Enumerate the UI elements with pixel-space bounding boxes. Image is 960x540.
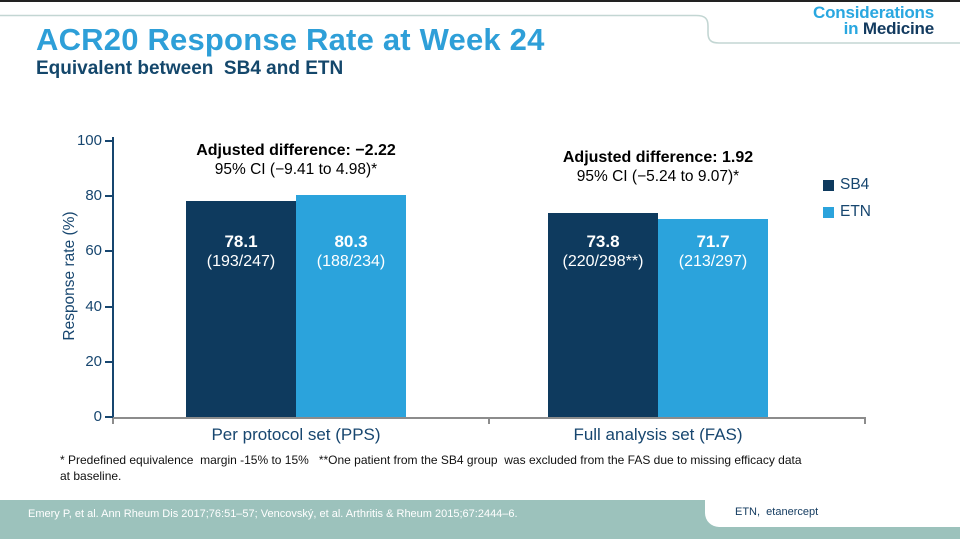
y-tick-mark-100: [105, 140, 113, 142]
bar-value: 78.1: [224, 231, 258, 251]
annotation-fas-ci: 95% CI (−5.24 to 9.07)*: [576, 168, 740, 185]
logo-medicine: Medicine: [862, 19, 934, 38]
considerations-in-medicine-logo: Considerations in Medicine: [813, 3, 935, 38]
logo-in: in: [843, 19, 863, 38]
x-axis-tick: [864, 417, 866, 424]
bar-fraction: (213/297): [678, 252, 748, 270]
bar-fraction: (220/298**): [562, 252, 644, 270]
top-edge-line: [0, 0, 960, 2]
legend-label-etn: ETN: [840, 203, 871, 220]
bar-sb4-0: 78.1 (193/247): [186, 201, 296, 417]
annotation-pps-ci: 95% CI (−9.41 to 4.98)*: [214, 161, 378, 178]
logo-line2: in Medicine: [813, 19, 935, 38]
abbreviation-text: ETN, etanercept: [735, 506, 819, 518]
y-tick-label-80: 80: [85, 187, 102, 205]
annotation-fas: Adjusted difference: 1.92 95% CI (−5.24 …: [508, 148, 808, 186]
y-axis-line: [112, 137, 114, 418]
y-tick-label-0: 0: [93, 408, 102, 425]
reference-citation: Emery P, et al. Ann Rheum Dis 2017;76:51…: [28, 508, 518, 520]
annotation-pps: Adjusted difference: −2.22 95% CI (−9.41…: [146, 141, 446, 179]
legend-item-etn: ETN: [823, 203, 871, 221]
abbreviation-box: ETN, etanercept: [705, 497, 960, 527]
y-tick-label-60: 60: [85, 242, 102, 260]
y-tick-mark-0: [105, 416, 113, 418]
y-tick-mark-40: [105, 305, 113, 308]
category-label-fas: Full analysis set (FAS): [573, 425, 743, 444]
logo-line1: Considerations: [813, 3, 934, 22]
bar-value-label: 71.7 (213/297): [658, 231, 768, 272]
bar-fraction: (193/247): [206, 252, 276, 270]
page-subtitle: Equivalent between SB4 and ETN: [36, 58, 344, 79]
annotation-pps-difference: Adjusted difference: −2.22: [196, 142, 396, 159]
y-tick-label-100: 100: [76, 132, 102, 149]
legend-swatch-sb4: [823, 179, 834, 191]
bar-value-label: 78.1 (193/247): [186, 231, 296, 272]
annotation-fas-difference: Adjusted difference: 1.92: [562, 149, 754, 166]
y-axis-label: Response rate (%): [61, 211, 78, 341]
y-tick-mark-20: [105, 360, 113, 363]
x-axis-tick: [488, 417, 490, 424]
bar-etn-0: 80.3 (188/234): [296, 195, 406, 417]
y-tick-label-20: 20: [85, 352, 102, 370]
page-title: ACR20 Response Rate at Week 24: [36, 22, 545, 57]
y-tick-mark-80: [105, 195, 113, 198]
chart-legend: SB4 ETN: [823, 176, 871, 230]
legend-swatch-etn: [823, 206, 834, 218]
bar-sb4-1: 73.8 (220/298**): [548, 213, 658, 417]
bar-value-label: 73.8 (220/298**): [548, 231, 658, 272]
footnote: * Predefined equivalence margin -15% to …: [60, 453, 802, 483]
logo-considerations: Considerations: [813, 3, 934, 22]
legend-item-sb4: SB4: [823, 176, 871, 194]
category-label-pps: Per protocol set (PPS): [211, 425, 381, 444]
bar-fraction: (188/234): [316, 252, 386, 270]
bar-value: 71.7: [696, 231, 730, 251]
bar-value: 73.8: [586, 231, 620, 251]
bar-value: 80.3: [334, 231, 368, 251]
bar-value-label: 80.3 (188/234): [296, 231, 406, 272]
y-tick-mark-60: [105, 250, 113, 253]
x-axis-tick: [112, 417, 114, 424]
y-tick-label-40: 40: [85, 297, 102, 315]
bar-etn-1: 71.7 (213/297): [658, 219, 768, 417]
header-divider-curve: [0, 14, 960, 44]
legend-label-sb4: SB4: [840, 176, 870, 193]
